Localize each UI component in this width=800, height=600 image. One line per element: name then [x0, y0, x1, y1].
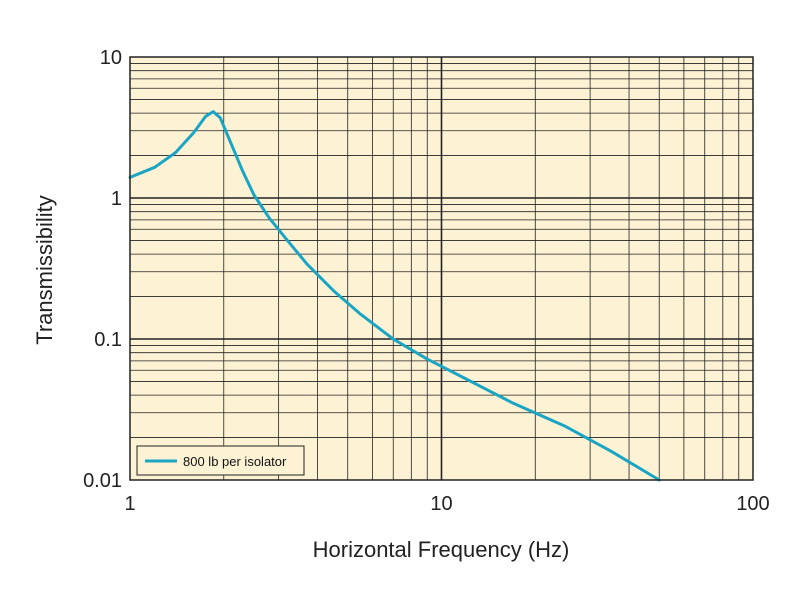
series-line-0 [128, 110, 661, 482]
tick-labels: 1 10 100 0.01 0.1 1 10 [83, 47, 770, 515]
x-tick-label: 1 [124, 493, 135, 515]
series-layer [128, 110, 661, 482]
y-tick-label: 1 [111, 188, 122, 210]
x-axis-label: Horizontal Frequency (Hz) [313, 537, 570, 562]
x-tick-label: 100 [736, 493, 769, 515]
plot-frame [129, 56, 754, 481]
x-tick-label: 10 [430, 493, 452, 515]
legend: 800 lb per isolator [136, 445, 305, 476]
y-tick-label: 0.1 [94, 329, 122, 351]
y-tick-label: 10 [100, 47, 122, 69]
y-axis-label: Transmissibility [32, 195, 57, 345]
y-tick-label: 0.01 [83, 470, 122, 492]
grid-lines [130, 57, 753, 480]
legend-label: 800 lb per isolator [183, 454, 287, 469]
